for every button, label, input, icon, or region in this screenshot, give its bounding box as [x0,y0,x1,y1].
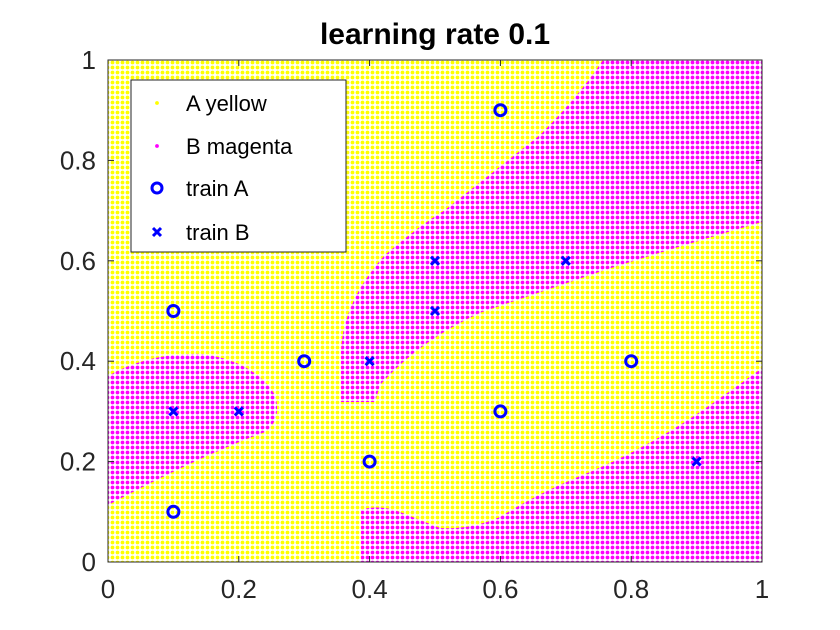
train-a-point [166,504,181,519]
legend: A yellow B magenta train A train B [130,79,347,253]
legend-label-a-region: A yellow [186,91,267,116]
y-tick-label: 1 [82,45,96,75]
train-a-point [362,454,377,469]
x-tick-label: 0.4 [352,574,388,604]
x-tick-label: 0 [101,574,115,604]
x-tick-label: 1 [755,574,769,604]
region-b-upper [341,60,762,402]
legend-marker-a-region [155,101,159,105]
legend-box [130,79,347,253]
train-b-point [429,305,441,317]
legend-marker-b-region [155,144,159,148]
y-tick-label: 0.8 [60,145,96,175]
legend-marker-train-b [151,226,163,238]
train-a-point [624,354,639,369]
y-axis-ticks: 0 0.2 0.4 0.6 0.8 1 [60,45,762,577]
y-tick-label: 0.2 [60,447,96,477]
legend-marker-train-a [150,181,164,195]
train-b-point [168,406,179,417]
train-b-point [691,456,702,467]
training-points [166,103,702,519]
train-a-point [166,304,181,318]
train-a-point [493,404,508,419]
x-tick-label: 0.6 [482,574,518,604]
legend-label-train-a: train A [186,176,249,201]
y-tick-label: 0.4 [60,346,96,376]
x-tick-label: 0.8 [613,574,649,604]
legend-label-train-b: train B [186,220,250,245]
plot-frame [107,59,763,563]
train-b-point [364,356,375,367]
train-b-point [233,406,244,417]
region-b-bottom [361,368,762,562]
decision-regions [108,60,762,562]
train-a-point [493,103,508,118]
region-b-left [108,353,278,505]
legend-label-b-region: B magenta [186,134,293,159]
axes [107,59,763,563]
chart-title: learning rate 0.1 [320,18,550,51]
y-tick-label: 0.6 [60,246,96,276]
x-axis-ticks: 0 0.2 0.4 0.6 0.8 1 [101,60,769,604]
train-a-point [297,354,312,369]
x-tick-label: 0.2 [221,574,257,604]
y-tick-label: 0 [82,547,96,577]
train-b-point [429,255,441,266]
train-b-point [560,255,571,266]
